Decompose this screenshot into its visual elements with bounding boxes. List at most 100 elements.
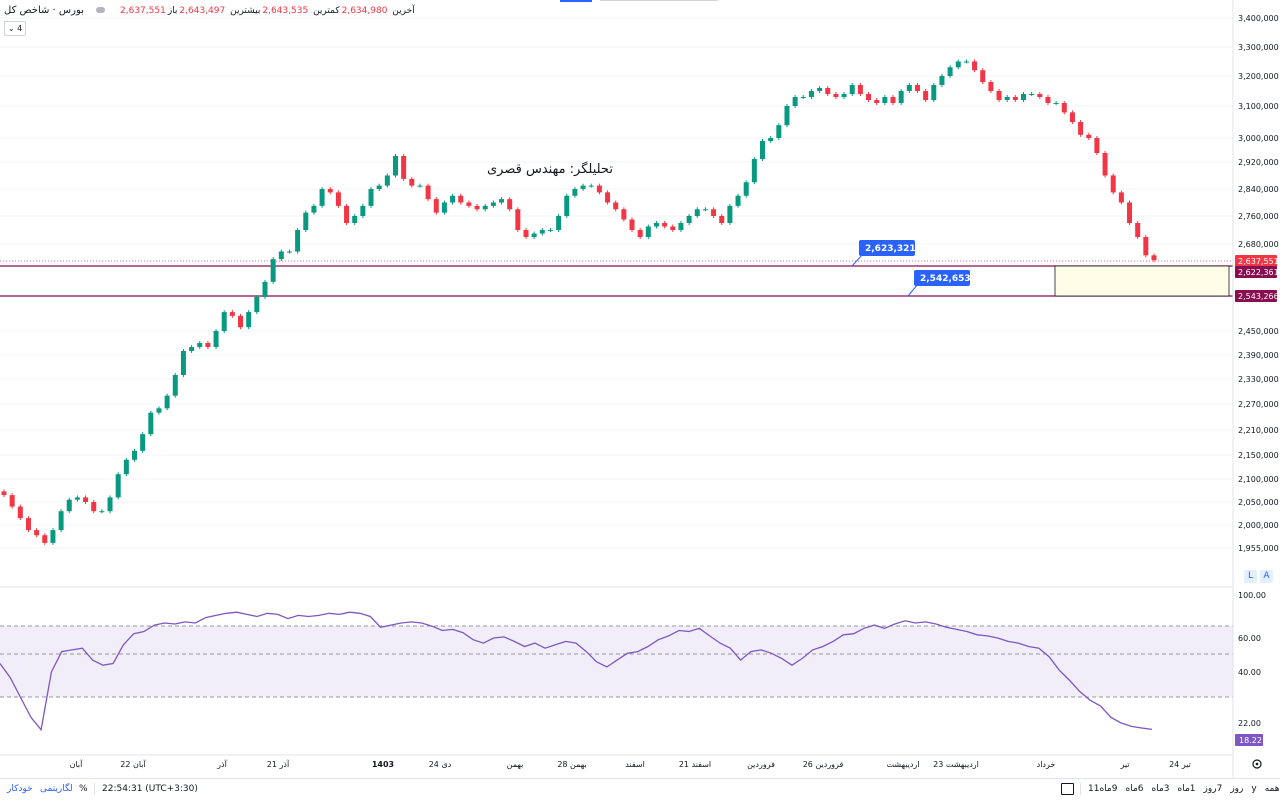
candle	[719, 216, 725, 223]
candle	[180, 351, 186, 375]
callout-box[interactable]	[859, 240, 915, 256]
time-tick-label: بهمن	[507, 760, 524, 769]
candle	[344, 205, 350, 223]
legend-bar: 2,637,551 آخرین 2,634,980کمترین 2,643,535…	[0, 0, 1280, 22]
candle	[914, 85, 920, 91]
level-lines	[0, 260, 1233, 297]
analyst-note: تحلیلگر: مهندس قصری	[487, 161, 613, 177]
candle	[743, 182, 749, 196]
price-tick-label: 3,400,000	[1238, 14, 1279, 23]
time-tick-label: اردیبهشت	[887, 760, 920, 769]
candle	[254, 296, 260, 313]
candle	[450, 195, 456, 203]
range-button[interactable]: 1روز	[1088, 784, 1244, 794]
candle	[931, 85, 937, 100]
candle	[841, 94, 847, 97]
range-button[interactable]: 6ماه	[1125, 784, 1144, 794]
candle	[441, 202, 447, 213]
candle	[482, 205, 488, 210]
candle	[1053, 103, 1059, 104]
price-tick-label: 2,920,000	[1238, 158, 1279, 167]
range-button[interactable]: 7روز	[1203, 784, 1223, 794]
bottom-toolbar: خودکار لگاریتمی % 22:54:31 (UTC+3:30) 1ر…	[0, 778, 1280, 801]
candle	[376, 185, 382, 189]
candle	[588, 185, 594, 187]
candle	[197, 343, 203, 347]
candle	[303, 212, 309, 230]
clock[interactable]: 22:54:31 (UTC+3:30)	[102, 784, 198, 794]
price-tick-label: 2,000,000	[1238, 521, 1279, 530]
price-tick-label: 3,000,000	[1238, 134, 1279, 143]
calendar-icon[interactable]	[1061, 783, 1074, 795]
candle	[1029, 94, 1035, 95]
log-scale-toggle[interactable]: L	[1244, 570, 1257, 583]
candle	[1037, 94, 1043, 97]
range-button[interactable]: همه	[1264, 784, 1280, 794]
range-button[interactable]: 9ماه	[1099, 784, 1118, 794]
candle	[988, 82, 994, 91]
price-tick-label: 2,390,000	[1238, 351, 1279, 360]
candle	[539, 230, 545, 234]
candle	[784, 106, 790, 126]
candle	[694, 209, 700, 216]
divider	[1080, 783, 1081, 795]
open-label: باز	[167, 6, 178, 16]
rsi-line	[0, 611, 1153, 732]
price-callouts[interactable]: 2,623,321 2,542,653	[851, 240, 971, 297]
candle	[857, 85, 863, 94]
grid	[0, 17, 1233, 549]
candle	[205, 343, 211, 347]
candle	[499, 199, 505, 203]
candle	[286, 251, 292, 253]
indicators-collapse-button[interactable]: ⌄ 4	[4, 21, 26, 36]
time-tick-label: 1403	[372, 760, 394, 769]
log-scale-button[interactable]: لگاریتمی	[40, 784, 73, 794]
rsi-current-label: 18.22	[1239, 736, 1262, 745]
price-tick-label: 2,680,000	[1238, 240, 1279, 249]
candle	[653, 223, 659, 227]
time-tick-label: تیر	[1119, 760, 1129, 769]
percent-scale-button[interactable]: %	[79, 784, 88, 794]
price-axis[interactable]: 3,400,000 3,300,000 3,200,000 3,100,000 3,00…	[1235, 14, 1279, 553]
candle	[83, 497, 89, 502]
auto-scale-button[interactable]: خودکار	[7, 784, 33, 794]
symbol-title[interactable]: بورس · شاخص کل	[4, 5, 84, 16]
settings-gear-icon[interactable]	[1252, 759, 1262, 769]
rsi-pane	[0, 611, 1233, 732]
candle	[335, 192, 341, 206]
candle	[99, 511, 105, 513]
rsi-axis[interactable]: 100.00 60.00 40.00 22.00 18.22	[1235, 591, 1266, 746]
candle	[490, 202, 496, 206]
auto-scale-toggle[interactable]: A	[1260, 570, 1273, 583]
time-tick-label: 28 بهمن	[557, 760, 586, 769]
candle	[613, 202, 619, 210]
price-tick-label: 2,450,000	[1238, 327, 1279, 336]
time-axis[interactable]: آبان 22 آبان آذر 21 آذر 1403 24 دی بهمن 28 بهمن…	[70, 759, 1191, 769]
candle	[1021, 94, 1027, 100]
range-button[interactable]: 1ماه	[1177, 784, 1196, 794]
price-tick-label: 2,270,000	[1238, 400, 1279, 409]
candle	[686, 216, 692, 223]
candle	[1069, 112, 1075, 122]
candle	[115, 474, 121, 498]
current-price-label-bg	[1235, 255, 1277, 267]
rsi-tick-label: 40.00	[1238, 668, 1261, 677]
rsi-tick-label: 60.00	[1238, 634, 1261, 643]
price-tick-label: 1,955,000	[1238, 544, 1279, 553]
candle	[1078, 122, 1084, 135]
callout-box[interactable]	[914, 270, 970, 286]
candle	[939, 76, 945, 85]
price-tick-label: 2,100,000	[1238, 475, 1279, 484]
price-tick-label: 2,760,000	[1238, 212, 1279, 221]
price-tick-label: 2,210,000	[1238, 426, 1279, 435]
candle	[319, 189, 325, 206]
level-1-label-bg	[1235, 266, 1277, 278]
range-buttons: 1روز7روز 1ماه 3ماه 6ماه 9ماه1y همه	[1088, 784, 1280, 794]
range-button[interactable]: 1y	[1093, 784, 1257, 794]
chart-canvas[interactable]: تحلیلگر: مهندس قصری 2,623,321 2,542,653 3…	[0, 0, 1280, 778]
candle	[882, 97, 888, 103]
range-button[interactable]: 3ماه	[1151, 784, 1170, 794]
highlight-zone[interactable]	[1054, 265, 1230, 297]
candle	[817, 88, 823, 91]
candle	[1, 491, 7, 496]
